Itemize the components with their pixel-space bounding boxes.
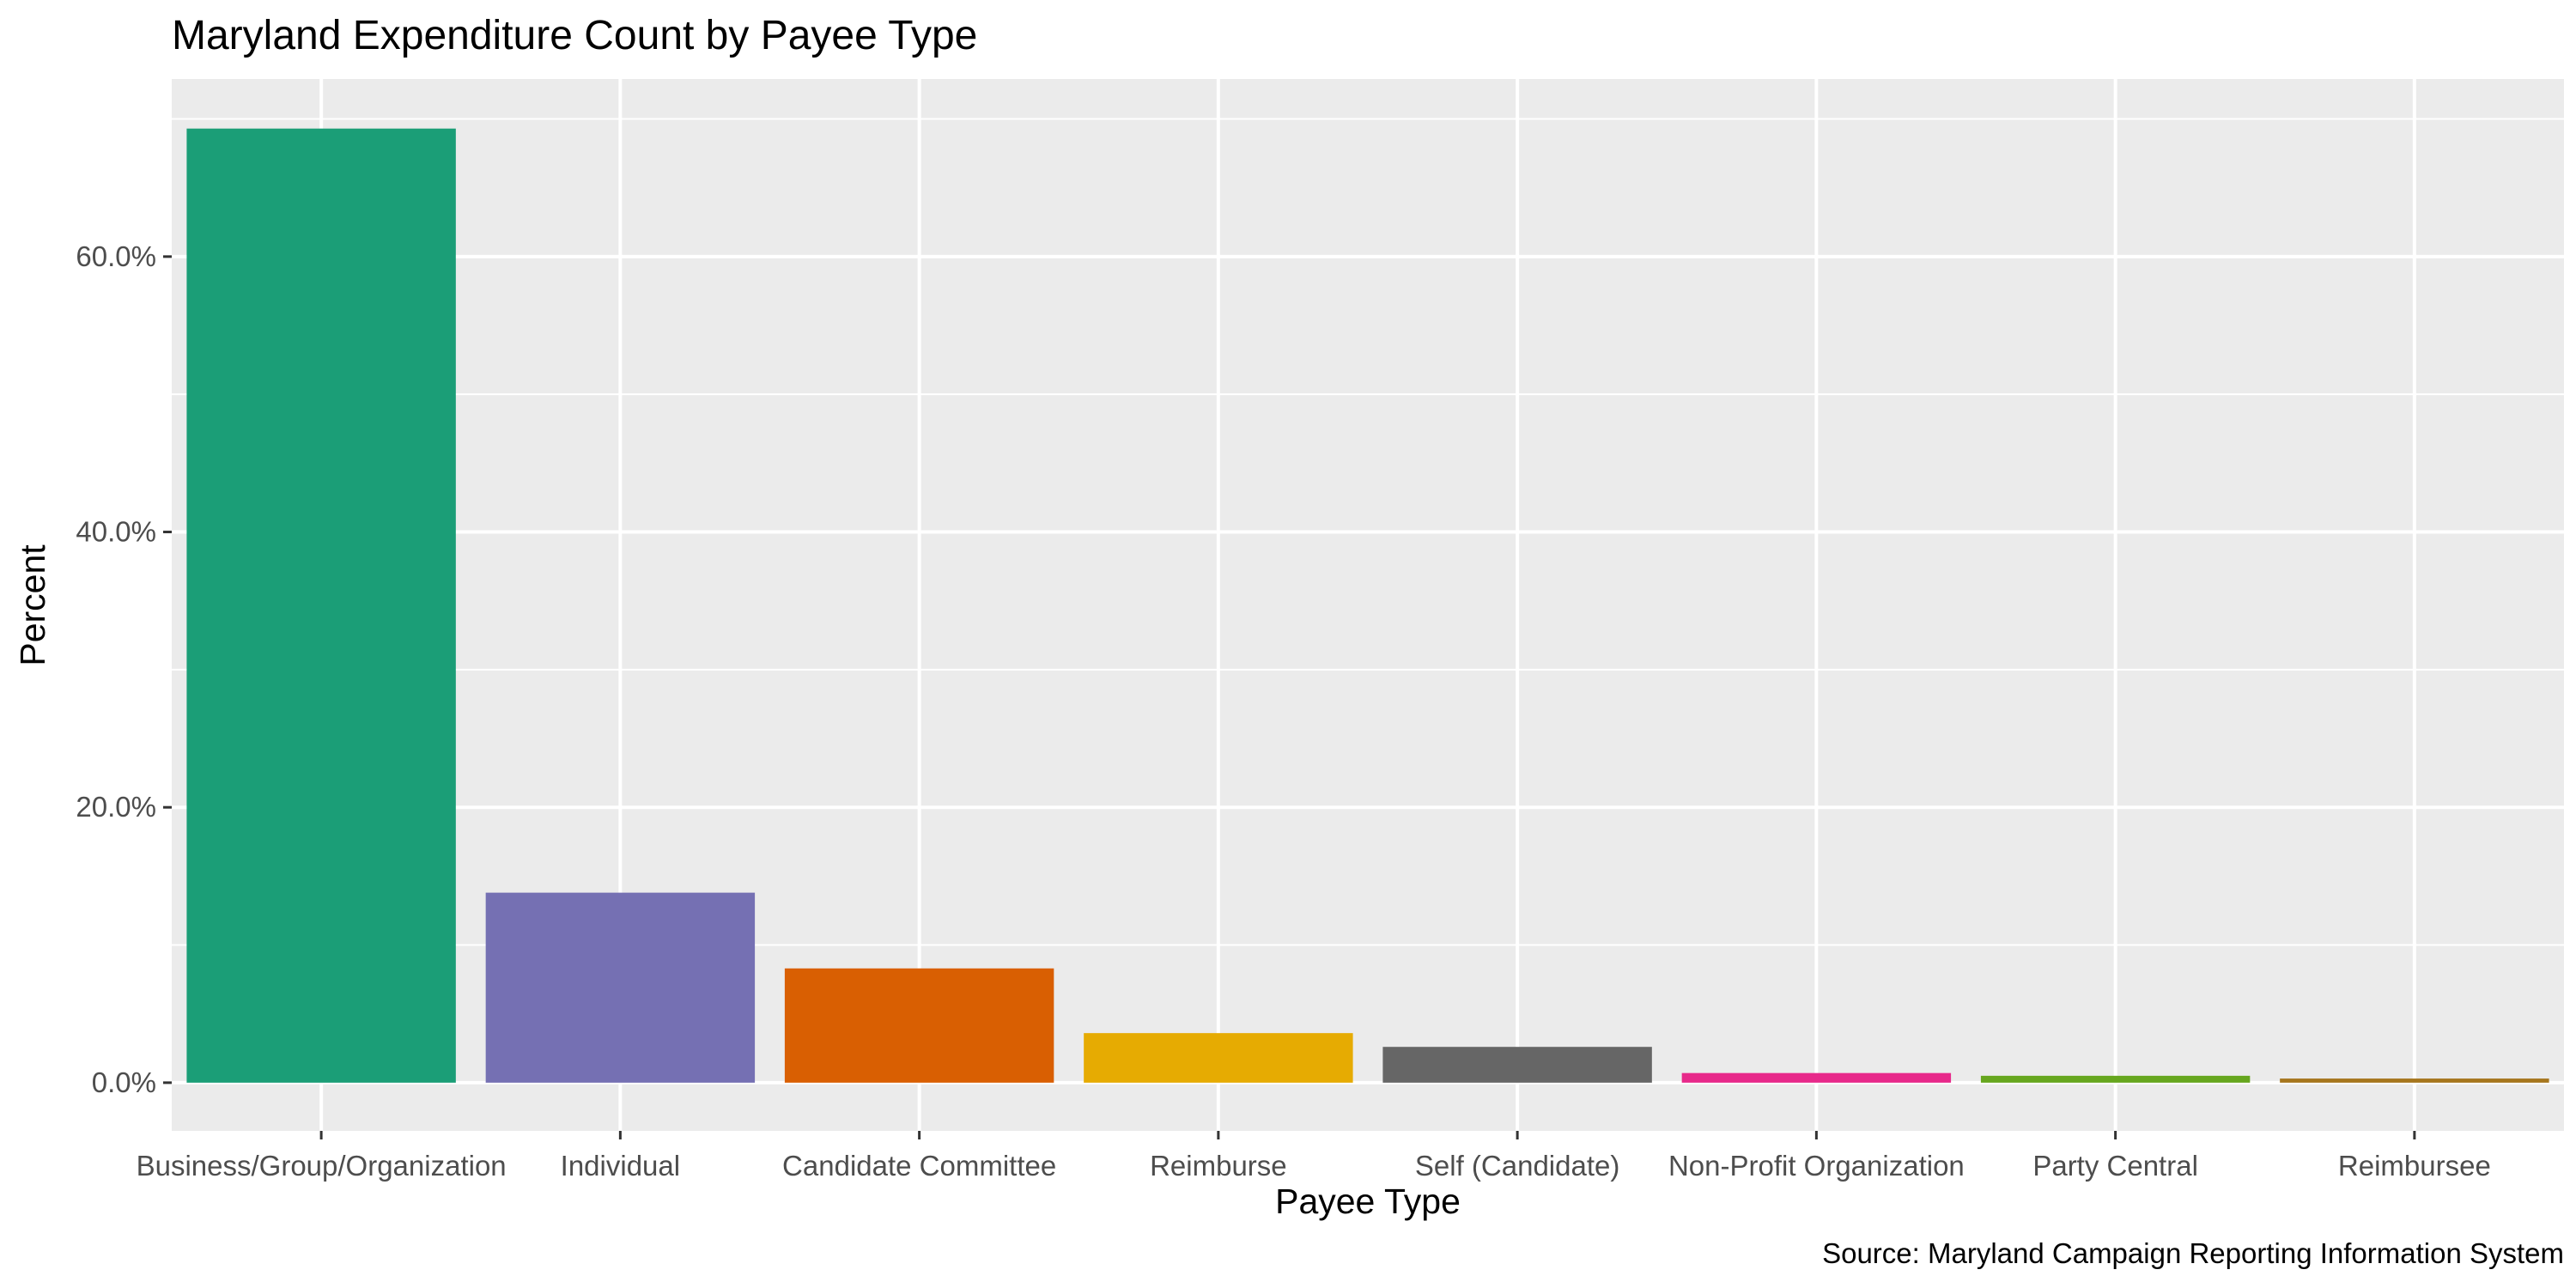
y-tick-label: 60.0% (76, 240, 156, 272)
y-axis-title: Percent (13, 544, 52, 666)
bar (186, 128, 456, 1083)
x-tick-label: Candidate Committee (782, 1150, 1056, 1182)
bars (186, 128, 2549, 1083)
bar (485, 892, 756, 1083)
x-tick-label: Party Central (2032, 1150, 2198, 1182)
x-tick-label: Non-Profit Organization (1668, 1150, 1965, 1182)
chart-title: Maryland Expenditure Count by Payee Type (172, 13, 977, 58)
y-tick-label: 20.0% (76, 791, 156, 823)
bar (2280, 1078, 2549, 1083)
x-axis-title: Payee Type (1275, 1182, 1461, 1221)
bar (784, 968, 1054, 1083)
bar (1084, 1033, 1353, 1083)
x-tick-label: Reimburse (1150, 1150, 1287, 1182)
y-tick-label: 0.0% (92, 1066, 156, 1098)
bar (1382, 1047, 1652, 1083)
x-tick-label: Individual (561, 1150, 680, 1182)
x-tick-label: Self (Candidate) (1415, 1150, 1619, 1182)
bar (1980, 1075, 2251, 1083)
y-axis: 0.0% 20.0% 40.0% 60.0% (76, 240, 172, 1098)
x-axis: Business/Group/Organization Individual Can… (137, 1131, 2491, 1182)
y-tick-label: 40.0% (76, 516, 156, 548)
x-tick-label: Reimbursee (2338, 1150, 2491, 1182)
bar (1681, 1072, 1952, 1083)
x-tick-label: Business/Group/Organization (137, 1150, 507, 1182)
chart-caption: Source: Maryland Campaign Reporting Info… (1822, 1237, 2564, 1269)
